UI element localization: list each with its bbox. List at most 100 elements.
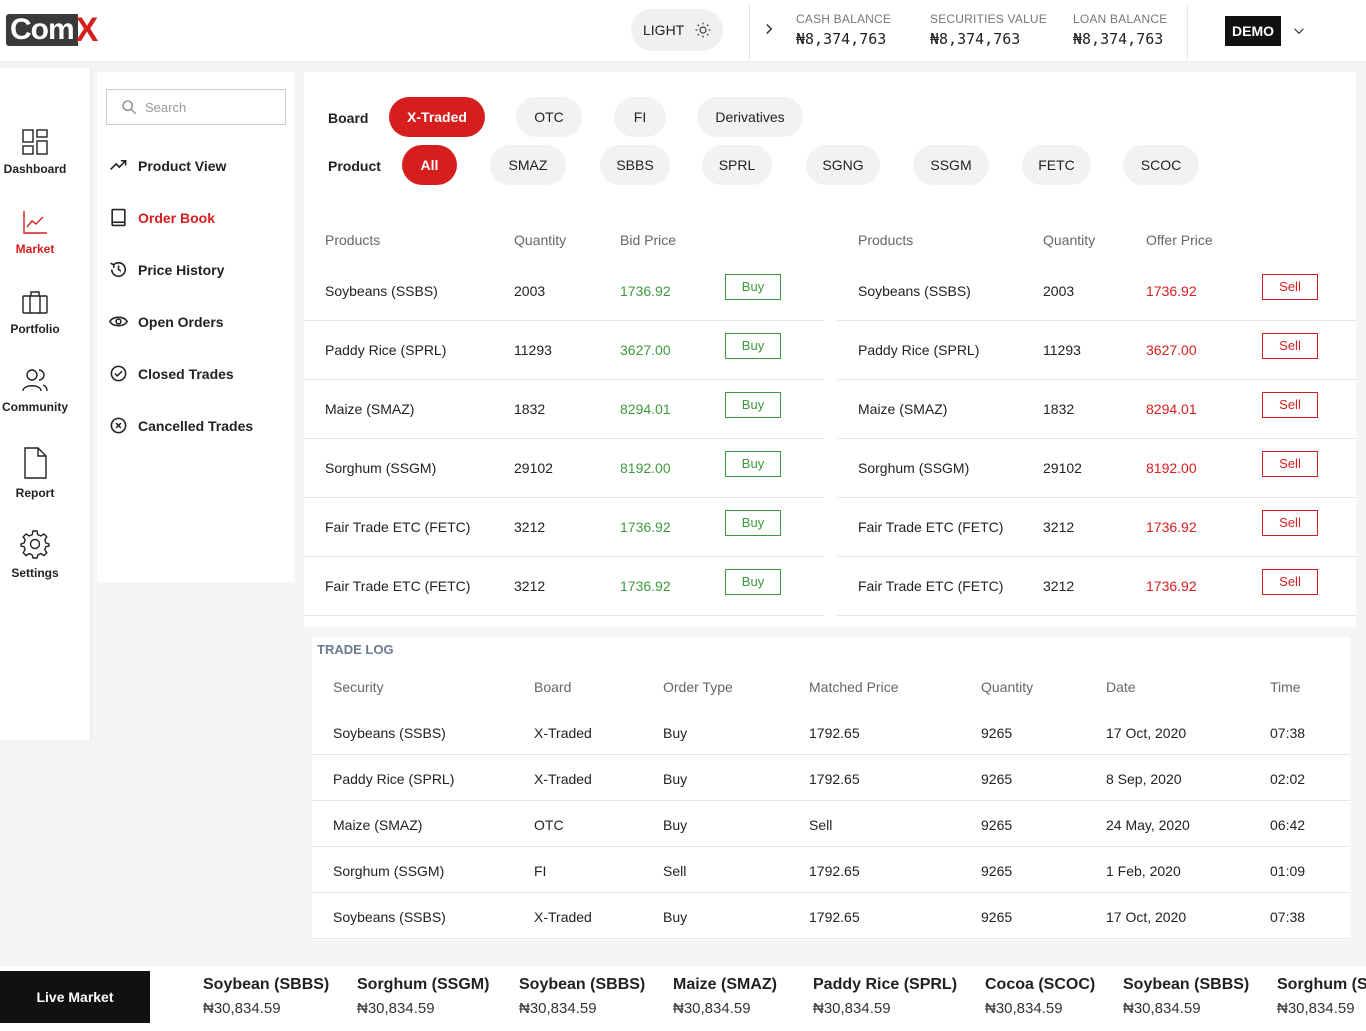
product-pill-fetc[interactable]: FETC bbox=[1022, 145, 1091, 185]
nav-portfolio[interactable]: Portfolio bbox=[0, 288, 70, 336]
trade-order-type: Buy bbox=[663, 909, 688, 925]
search-input[interactable]: Search bbox=[106, 89, 286, 125]
submenu-open-orders[interactable]: Open Orders bbox=[109, 312, 224, 331]
cash-balance-value: ₦8,374,763 bbox=[796, 30, 887, 48]
buy-button[interactable]: Buy bbox=[725, 274, 781, 300]
offer-header-price: Offer Price bbox=[1146, 232, 1213, 248]
trade-order-type: Buy bbox=[663, 771, 688, 787]
bid-price: 1736.92 bbox=[620, 519, 671, 535]
product-pill-all[interactable]: All bbox=[402, 145, 457, 185]
search-placeholder: Search bbox=[145, 99, 187, 115]
submenu-closed-trades[interactable]: Closed Trades bbox=[109, 364, 234, 383]
trade-quantity: 9265 bbox=[981, 771, 1013, 787]
main-nav-rail: Dashboard Market Portfolio Community Rep… bbox=[0, 68, 90, 740]
nav-market[interactable]: Market bbox=[0, 208, 70, 256]
ticker-item[interactable]: Sorghum (SSGM) ₦30,834.59 bbox=[1277, 976, 1366, 1017]
chevron-down-icon[interactable] bbox=[1290, 22, 1308, 40]
x-circle-icon bbox=[110, 417, 127, 434]
account-mode-badge[interactable]: DEMO bbox=[1225, 16, 1281, 46]
ticker-item[interactable]: Cocoa (SCOC) ₦30,834.59 bbox=[985, 976, 1095, 1017]
live-market-label: Live Market bbox=[0, 971, 150, 1023]
product-pill-smaz[interactable]: SMAZ bbox=[490, 145, 566, 185]
history-icon bbox=[110, 262, 126, 278]
product-pill-scoc[interactable]: SCOC bbox=[1123, 145, 1199, 185]
sell-button[interactable]: Sell bbox=[1262, 451, 1318, 477]
submenu-cancelled-trades[interactable]: Cancelled Trades bbox=[109, 416, 253, 435]
submenu-product-view[interactable]: Product View bbox=[109, 156, 226, 175]
buy-button[interactable]: Buy bbox=[725, 333, 781, 359]
nav-dashboard[interactable]: Dashboard bbox=[0, 128, 70, 176]
submenu-label: Product View bbox=[138, 157, 227, 174]
board-pill-otc[interactable]: OTC bbox=[516, 97, 582, 137]
bid-quantity: 3212 bbox=[514, 519, 546, 535]
document-icon bbox=[24, 447, 47, 479]
ticker-item[interactable]: Soybean (SBBS) ₦30,834.59 bbox=[519, 976, 645, 1017]
ticker-item[interactable]: Maize (SMAZ) ₦30,834.59 bbox=[673, 976, 777, 1017]
nav-report[interactable]: Report bbox=[0, 446, 70, 500]
bid-product: Maize (SMAZ) bbox=[325, 401, 415, 417]
submenu-price-history[interactable]: Price History bbox=[109, 260, 224, 279]
bid-header-quantity: Quantity bbox=[514, 232, 567, 248]
ticker-item[interactable]: Paddy Rice (SPRL) ₦30,834.59 bbox=[813, 976, 957, 1017]
product-filter-label: Product bbox=[328, 158, 381, 174]
comx-logo[interactable]: Com X bbox=[6, 13, 98, 47]
nav-market-label: Market bbox=[15, 242, 55, 256]
live-market-ticker: Live Market Soybean (SBBS) ₦30,834.59 So… bbox=[0, 966, 1366, 1031]
check-circle-icon bbox=[110, 365, 127, 382]
trade-security: Paddy Rice (SPRL) bbox=[333, 771, 455, 787]
buy-button[interactable]: Buy bbox=[725, 569, 781, 595]
nav-community-label: Community bbox=[2, 400, 68, 414]
offer-quantity: 3212 bbox=[1043, 578, 1075, 594]
loan-balance-label: LOAN BALANCE bbox=[1073, 12, 1168, 26]
board-pill-fi[interactable]: FI bbox=[614, 97, 666, 137]
eye-icon bbox=[109, 316, 128, 327]
ticker-item[interactable]: Sorghum (SSGM) ₦30,834.59 bbox=[357, 976, 489, 1017]
submenu-order-book[interactable]: Order Book bbox=[109, 208, 215, 227]
product-pill-sgng[interactable]: SGNG bbox=[806, 145, 880, 185]
nav-settings[interactable]: Settings bbox=[0, 528, 70, 580]
product-pill-sprl[interactable]: SPRL bbox=[702, 145, 772, 185]
offer-price: 1736.92 bbox=[1146, 283, 1197, 299]
ticker-item[interactable]: Soybean (SBBS) ₦30,834.59 bbox=[203, 976, 329, 1017]
sell-button[interactable]: Sell bbox=[1262, 333, 1318, 359]
offer-row: Soybeans (SSBS) 2003 1736.92 Sell bbox=[837, 262, 1356, 321]
top-header: Com X LIGHT CASH BALANCE ₦8,374,763 SECU… bbox=[0, 0, 1366, 62]
buy-button[interactable]: Buy bbox=[725, 510, 781, 536]
ticker-price: ₦30,834.59 bbox=[519, 1000, 597, 1017]
ticker-name: Paddy Rice (SPRL) bbox=[813, 976, 958, 993]
trade-log-header: Date bbox=[1106, 679, 1136, 695]
buy-button[interactable]: Buy bbox=[725, 392, 781, 418]
sell-button[interactable]: Sell bbox=[1262, 510, 1318, 536]
trend-icon bbox=[110, 159, 127, 171]
trade-board: X-Traded bbox=[534, 725, 592, 741]
ticker-price: ₦30,834.59 bbox=[673, 1000, 751, 1017]
sell-button[interactable]: Sell bbox=[1262, 569, 1318, 595]
book-icon bbox=[111, 208, 126, 227]
nav-community[interactable]: Community bbox=[0, 366, 70, 414]
board-pill-x-traded[interactable]: X-Traded bbox=[389, 97, 485, 137]
users-icon bbox=[22, 369, 48, 392]
ticker-item[interactable]: Soybean (SBBS) ₦30,834.59 bbox=[1123, 976, 1249, 1017]
buy-button[interactable]: Buy bbox=[725, 451, 781, 477]
theme-toggle-button[interactable]: LIGHT bbox=[631, 9, 723, 51]
nav-settings-label: Settings bbox=[11, 566, 59, 580]
ticker-price: ₦30,834.59 bbox=[1123, 1000, 1201, 1017]
trade-log-row: Soybeans (SSBS) X-Traded Buy 1792.65 926… bbox=[312, 709, 1350, 755]
product-pill-ssgm[interactable]: SSGM bbox=[913, 145, 989, 185]
bid-product: Fair Trade ETC (FETC) bbox=[325, 578, 471, 594]
sell-button[interactable]: Sell bbox=[1262, 274, 1318, 300]
trade-matched-price: 1792.65 bbox=[809, 771, 860, 787]
board-pill-derivatives[interactable]: Derivatives bbox=[697, 97, 803, 137]
chevron-right-icon[interactable] bbox=[760, 20, 778, 38]
product-pill-sbbs[interactable]: SBBS bbox=[600, 145, 670, 185]
trade-security: Maize (SMAZ) bbox=[333, 817, 423, 833]
offer-product: Fair Trade ETC (FETC) bbox=[858, 578, 1004, 594]
trade-log-row: Soybeans (SSBS) X-Traded Buy 1792.65 926… bbox=[312, 893, 1350, 939]
sell-button[interactable]: Sell bbox=[1262, 392, 1318, 418]
trade-matched-price: Sell bbox=[809, 817, 833, 833]
bid-row: Maize (SMAZ) 1832 8294.01 Buy bbox=[304, 380, 824, 439]
trade-quantity: 9265 bbox=[981, 909, 1013, 925]
gear-icon bbox=[20, 530, 50, 559]
bid-product: Fair Trade ETC (FETC) bbox=[325, 519, 471, 535]
submenu-label: Price History bbox=[138, 261, 225, 278]
